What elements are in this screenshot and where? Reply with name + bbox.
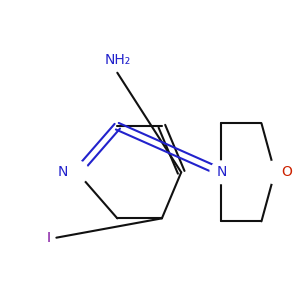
Text: N: N [58, 165, 68, 179]
Circle shape [66, 161, 88, 184]
Text: N: N [216, 165, 226, 179]
Circle shape [263, 161, 286, 184]
Text: O: O [281, 165, 292, 179]
Circle shape [210, 161, 233, 184]
Text: I: I [46, 231, 50, 245]
Text: NH₂: NH₂ [104, 53, 130, 67]
